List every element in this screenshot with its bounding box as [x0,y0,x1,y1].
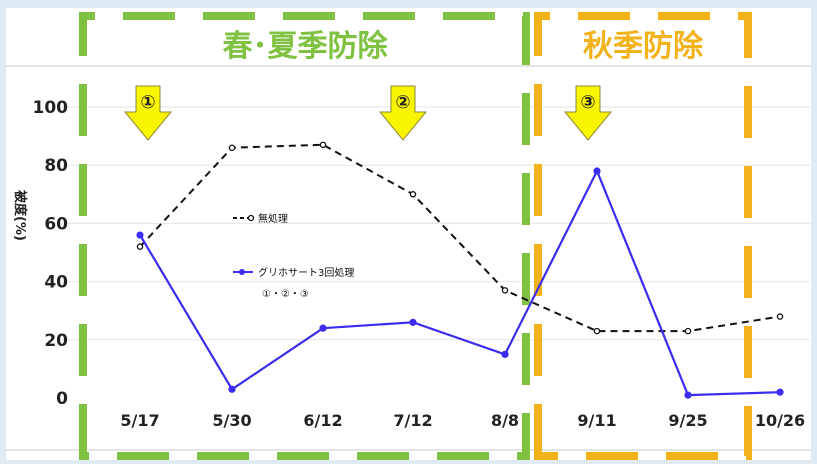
legend-marker-untreated [247,214,255,222]
y-tick-label: 100 [33,98,69,118]
data-point-glyphosate [684,391,692,399]
chart-background [6,8,811,460]
series-line-glyphosate [139,168,781,397]
y-tick-label: 80 [44,156,68,176]
data-point-glyphosate [319,324,327,332]
data-point-untreated [684,327,692,335]
y-tick-label: 0 [56,389,68,409]
treatment-arrow-label: ① [140,92,155,113]
data-point-glyphosate [136,231,144,239]
data-point-untreated [776,313,784,320]
series-line-untreated [139,143,781,333]
y-axis-label: 被度(%) [12,189,28,241]
x-tick-label: 10/26 [755,411,805,430]
x-tick-label: 8/8 [491,411,519,430]
legend-note: ①・②・③ [262,289,309,300]
x-tick-label: 5/30 [212,411,251,430]
data-point-untreated [228,144,236,151]
treatment-arrow-label: ② [395,92,410,113]
data-point-untreated [593,327,601,335]
x-tick-label: 5/17 [120,411,159,430]
data-point-glyphosate [228,385,236,393]
treatment-arrow [563,85,613,141]
x-tick-label: 7/12 [393,411,432,430]
period-label: 秋季防除 [583,29,704,64]
data-point-glyphosate [776,388,784,396]
data-point-glyphosate [409,318,417,326]
data-point-untreated [409,191,417,198]
legend-label-untreated: 無処理 [258,212,288,225]
x-tick-label: 9/11 [577,411,616,430]
treatment-arrow [123,85,173,141]
data-point-glyphosate [593,167,601,175]
period-label: 春･夏季防除 [223,29,389,64]
period-box-autumn [534,12,752,460]
x-tick-label: 9/25 [668,411,707,430]
y-tick-label: 60 [44,214,68,234]
period-box-spring-summer [79,12,530,460]
data-point-untreated [501,287,509,294]
data-point-glyphosate [501,350,509,358]
data-point-untreated [319,141,327,149]
y-tick-label: 40 [44,273,68,293]
legend-label-glyphosate: グリホサート3回処理 [258,266,354,279]
legend-marker-glyphosate [239,269,245,275]
treatment-arrow-label: ③ [580,92,595,113]
data-point-untreated [136,243,144,250]
x-tick-label: 6/12 [303,411,342,430]
treatment-arrow [378,85,428,141]
y-tick-label: 20 [44,331,68,351]
